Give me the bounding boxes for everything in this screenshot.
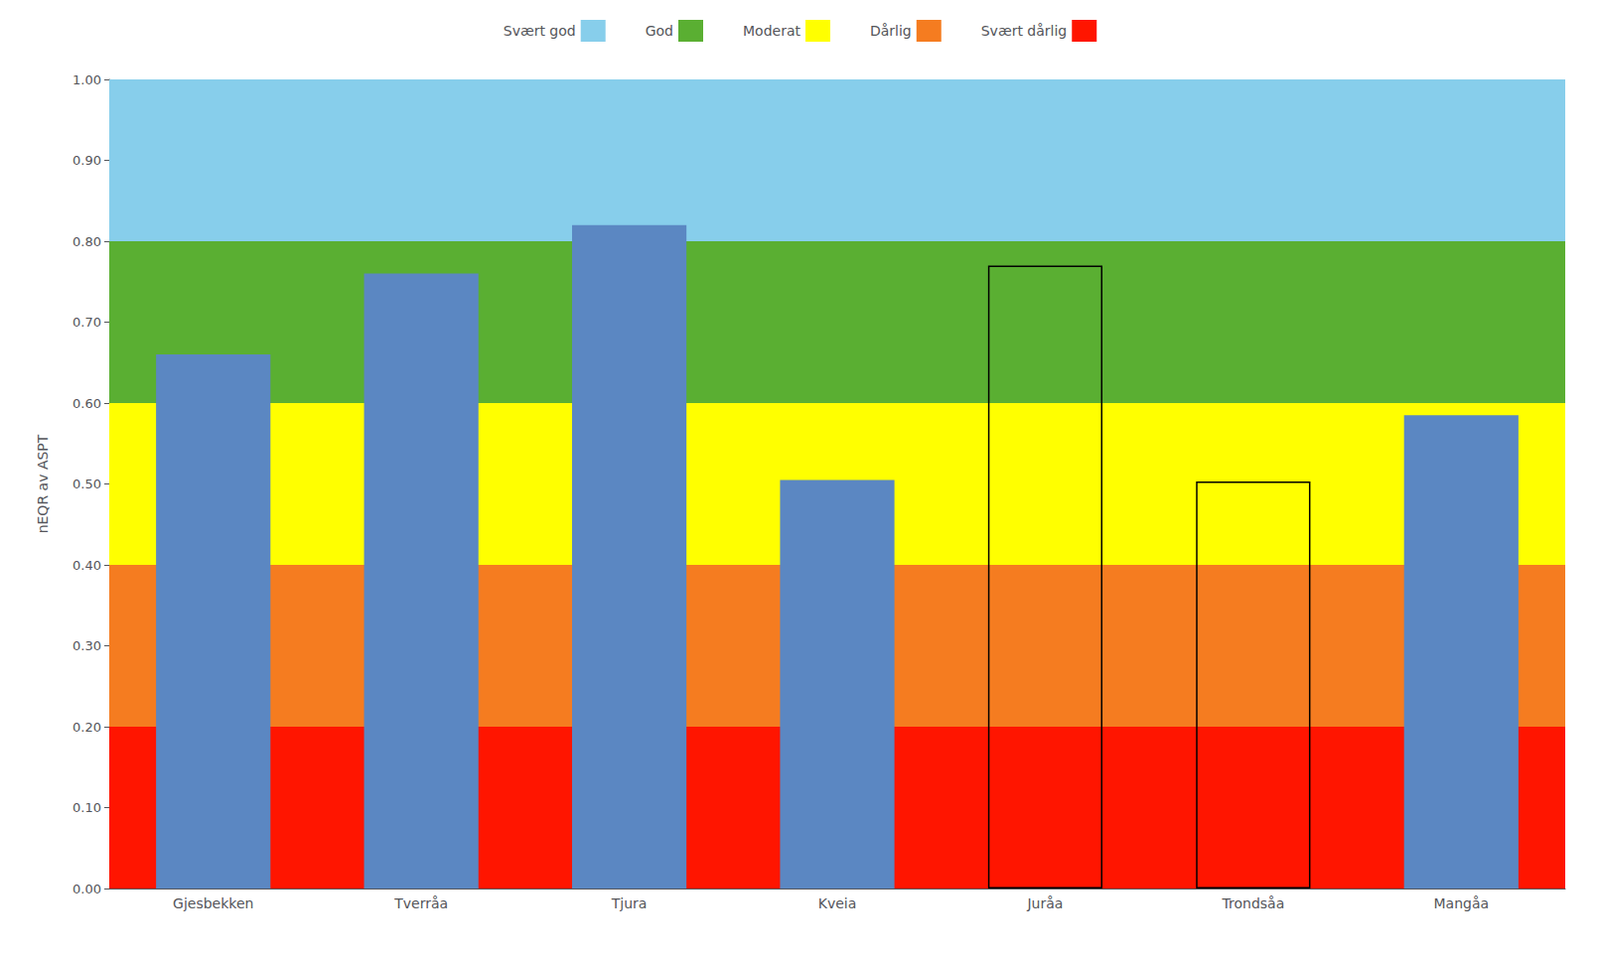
svg-text:0.60: 0.60 (72, 396, 102, 412)
svg-text:0.50: 0.50 (72, 476, 102, 492)
svg-text:God: God (645, 22, 674, 39)
svg-text:Moderat: Moderat (742, 22, 801, 39)
svg-text:0.10: 0.10 (72, 800, 102, 816)
svg-text:Tjura: Tjura (610, 895, 648, 912)
svg-text:0.40: 0.40 (72, 558, 102, 574)
svg-text:1.00: 1.00 (72, 72, 102, 88)
svg-text:Gjesbekken: Gjesbekken (172, 895, 254, 912)
svg-text:0.00: 0.00 (72, 881, 102, 897)
svg-text:Mangåa: Mangåa (1433, 895, 1489, 912)
svg-text:nEQR av ASPT: nEQR av ASPT (34, 434, 51, 534)
svg-text:Trondsåa: Trondsåa (1220, 895, 1285, 912)
svg-text:0.90: 0.90 (72, 152, 102, 168)
svg-text:Svært dårlig: Svært dårlig (981, 22, 1068, 39)
svg-text:Svært god: Svært god (503, 22, 577, 39)
svg-text:0.20: 0.20 (72, 720, 102, 735)
svg-text:Kveia: Kveia (818, 895, 858, 912)
svg-text:0.70: 0.70 (72, 314, 102, 330)
svg-text:Juråa: Juråa (1025, 895, 1063, 912)
svg-text:0.30: 0.30 (72, 638, 102, 654)
svg-text:Tverråa: Tverråa (393, 895, 448, 912)
svg-text:0.80: 0.80 (72, 234, 102, 250)
svg-text:Dårlig: Dårlig (870, 22, 912, 39)
